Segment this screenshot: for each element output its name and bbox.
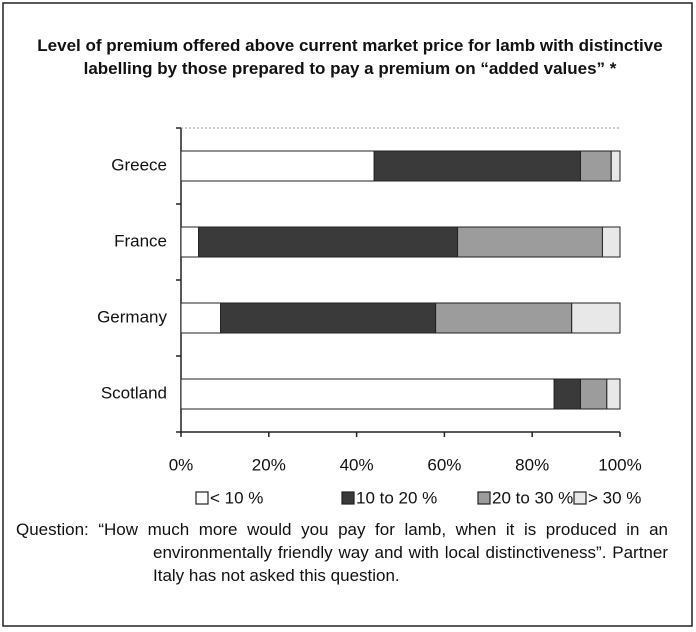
y-tick-label: Scotland: [101, 383, 167, 402]
y-tick-label: France: [114, 231, 167, 250]
legend-label: > 30 %: [588, 488, 641, 507]
legend-label: 10 to 20 %: [356, 488, 437, 507]
bar-segment: [198, 226, 459, 258]
bar-segment: [601, 226, 621, 258]
x-tick-label: 40%: [340, 455, 374, 474]
bar-segment: [606, 378, 621, 410]
chart-title: Level of premium offered above current m…: [37, 36, 663, 78]
bar-segment: [610, 150, 621, 182]
legend-swatch: [195, 491, 209, 505]
bar-segment: [180, 302, 222, 334]
y-tick-label: Germany: [97, 307, 167, 326]
x-tick-label: 60%: [427, 455, 461, 474]
legend-swatch: [573, 491, 587, 505]
x-tick-label: 80%: [515, 455, 549, 474]
bar-segment: [579, 378, 608, 410]
bar-segment: [373, 150, 581, 182]
bar-segment: [180, 226, 200, 258]
legend-swatch: [477, 491, 491, 505]
bar-segment: [180, 150, 375, 182]
legend-label: 20 to 30 %: [492, 488, 573, 507]
x-tick-label: 0%: [169, 455, 194, 474]
legend-swatch: [341, 491, 355, 505]
x-tick-label: 100%: [598, 455, 641, 474]
bar-segment: [457, 226, 603, 258]
y-tick-label: Greece: [111, 155, 167, 174]
bar-segment: [579, 150, 612, 182]
x-tick-label: 20%: [252, 455, 286, 474]
bar-segment: [180, 378, 555, 410]
note: Question: “How much more would you pay f…: [16, 520, 668, 585]
bar-segment: [571, 302, 621, 334]
bar-segment: [220, 302, 437, 334]
bar-segment: [553, 378, 581, 410]
legend-label: < 10 %: [210, 488, 263, 507]
bar-segment: [435, 302, 573, 334]
